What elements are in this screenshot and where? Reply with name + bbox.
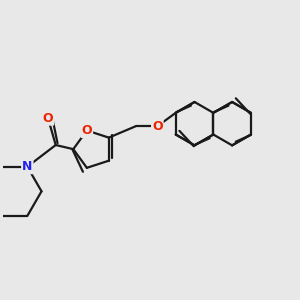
- Text: O: O: [152, 120, 163, 133]
- Text: N: N: [22, 160, 32, 173]
- Text: O: O: [43, 112, 53, 125]
- Text: O: O: [82, 124, 92, 137]
